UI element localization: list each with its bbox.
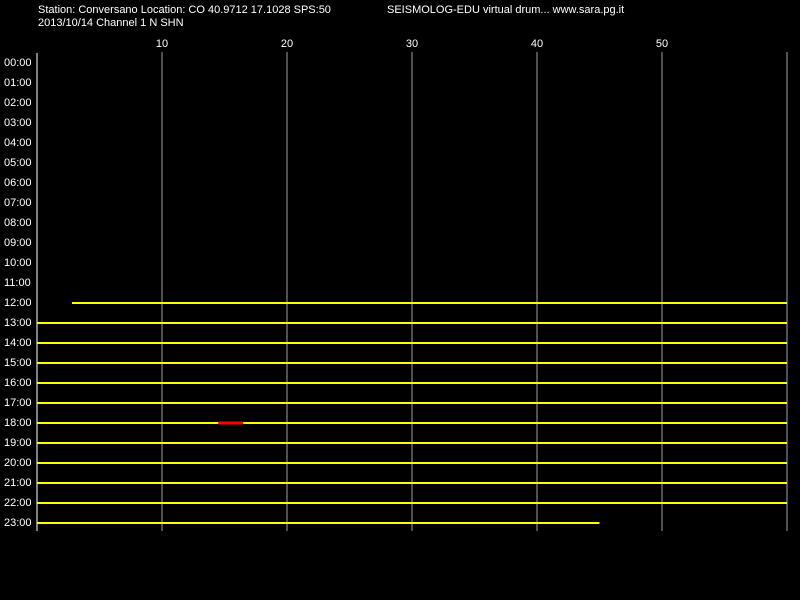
date-channel: 2013/10/14 Channel 1 N SHN: [38, 17, 184, 29]
row-label: 14:00: [4, 337, 32, 349]
row-label: 04:00: [4, 137, 32, 149]
row-label: 03:00: [4, 117, 32, 129]
x-tick-label: 10: [156, 38, 168, 50]
row-label: 02:00: [4, 97, 32, 109]
row-label: 21:00: [4, 477, 32, 489]
row-label: 07:00: [4, 197, 32, 209]
x-tick-label: 50: [656, 38, 668, 50]
station-info: Station: Conversano Location: CO 40.9712…: [38, 4, 331, 16]
row-label: 19:00: [4, 437, 32, 449]
row-label: 00:00: [4, 57, 32, 69]
x-tick-label: 40: [531, 38, 543, 50]
row-label: 05:00: [4, 157, 32, 169]
row-label: 13:00: [4, 317, 32, 329]
row-label: 11:00: [4, 277, 31, 289]
source-info: SEISMOLOG-EDU virtual drum... www.sara.p…: [387, 4, 624, 16]
x-tick-label: 20: [281, 38, 293, 50]
row-label: 12:00: [4, 297, 32, 309]
row-label: 10:00: [4, 257, 32, 269]
row-label: 17:00: [4, 397, 32, 409]
row-label: 15:00: [4, 357, 32, 369]
row-label: 01:00: [4, 77, 32, 89]
row-label: 20:00: [4, 457, 32, 469]
row-label: 23:00: [4, 517, 32, 529]
row-label: 18:00: [4, 417, 32, 429]
row-label: 06:00: [4, 177, 32, 189]
row-label: 08:00: [4, 217, 32, 229]
row-label: 22:00: [4, 497, 32, 509]
x-tick-label: 30: [406, 38, 418, 50]
row-label: 09:00: [4, 237, 32, 249]
row-label: 16:00: [4, 377, 32, 389]
